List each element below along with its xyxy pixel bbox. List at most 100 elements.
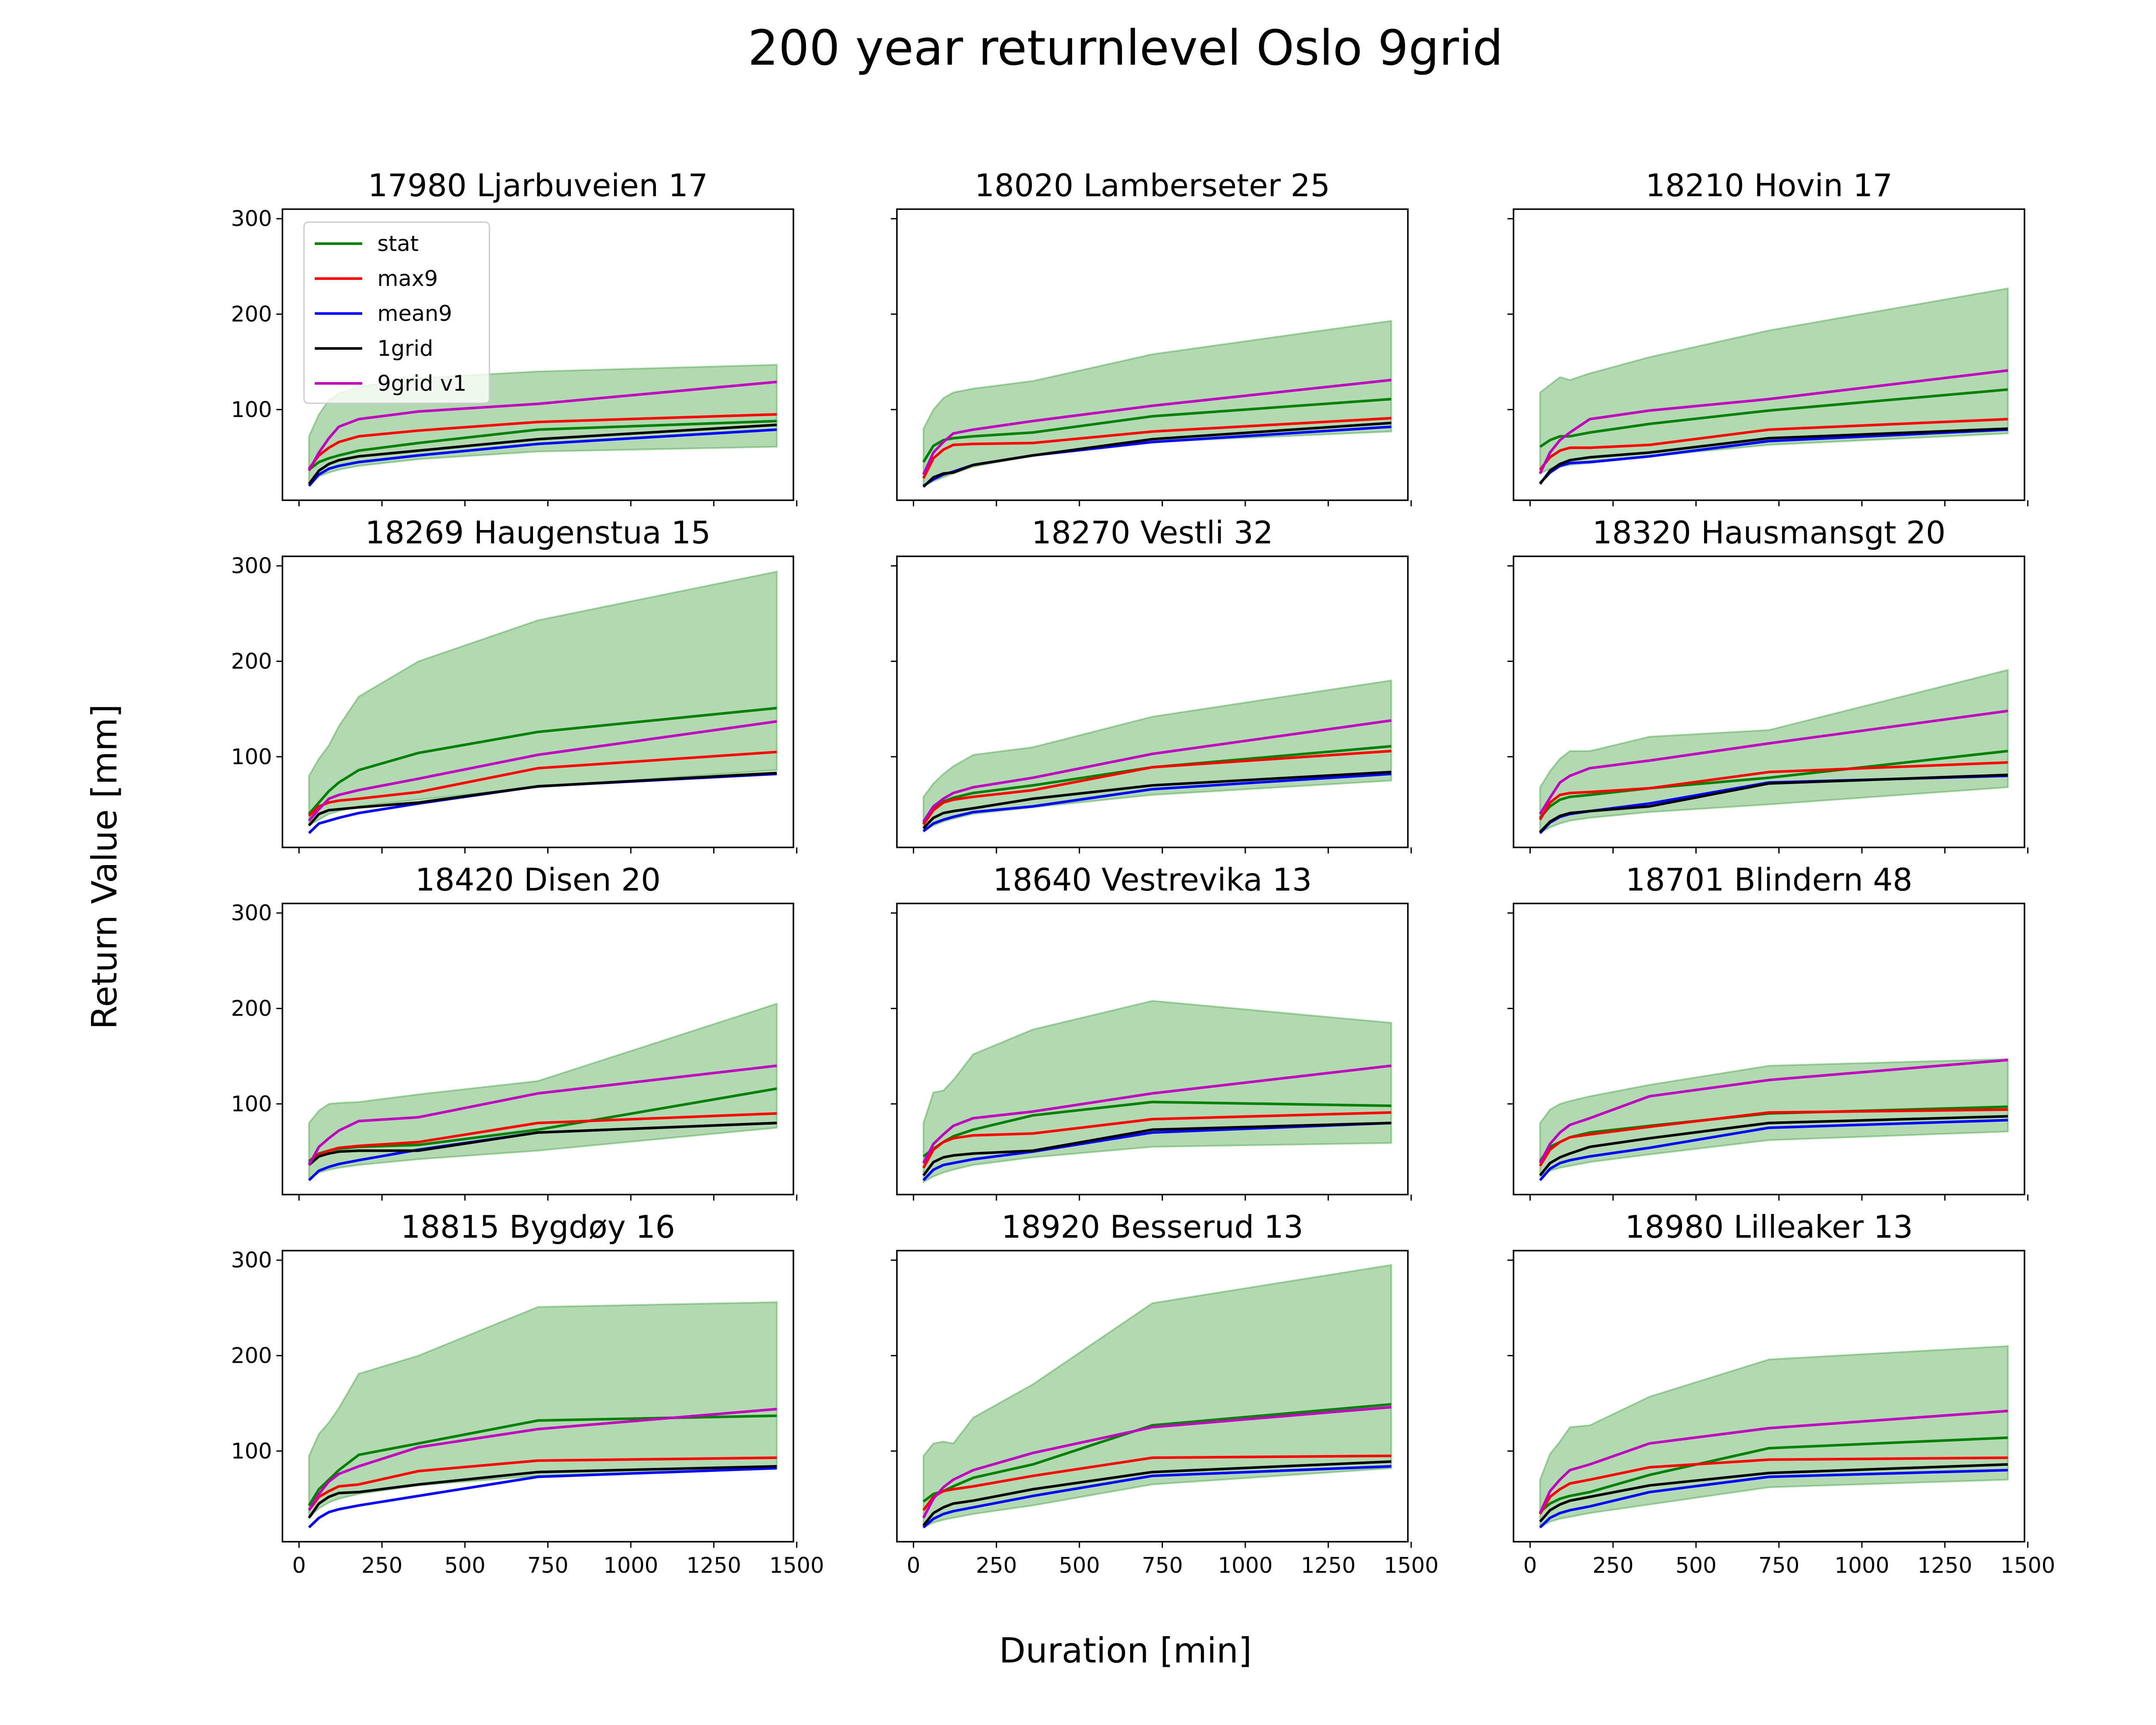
confidence-band — [1539, 668, 2009, 835]
subplot-title: 18701 Blindern 48 — [1626, 862, 1912, 898]
y-tick-label: 200 — [231, 1343, 272, 1368]
series-line-max9 — [1539, 761, 2008, 821]
axes-frame — [1513, 1250, 2025, 1543]
x-tick-label: 250 — [976, 1553, 1017, 1578]
x-tick-label: 1000 — [603, 1553, 658, 1578]
series-line-9grid-v1 — [1539, 1409, 2008, 1514]
series-line-9grid-v1 — [922, 1064, 1391, 1164]
confidence-band — [922, 1264, 1392, 1529]
y-tick-label: 300 — [231, 900, 272, 925]
series-line-mean9 — [922, 1465, 1391, 1529]
series-line-9grid-v1 — [922, 379, 1391, 475]
figure-title: 200 year returnlevel Oslo 9grid — [748, 20, 1503, 76]
legend-box — [303, 221, 490, 404]
series-line-1grid — [922, 1460, 1391, 1527]
legend-label: 9grid v1 — [377, 371, 467, 396]
y-tick-label: 200 — [231, 996, 272, 1021]
x-tick-label: 0 — [292, 1553, 306, 1578]
series-line-9grid-v1 — [922, 719, 1391, 822]
series-line-9grid-v1 — [1539, 1058, 2008, 1164]
subplot-10: 100 200 300 0 250 500 750 1000 1250 1500 18815 Byg… — [231, 1209, 824, 1578]
subplot-title: 18980 Lilleaker 13 — [1625, 1209, 1913, 1245]
subplot-8: 18640 Vestrevika 13 — [891, 862, 1412, 1201]
legend-label: mean9 — [377, 301, 452, 326]
confidence-band — [308, 1002, 778, 1180]
series-line-9grid-v1 — [1539, 369, 2008, 474]
y-tick-label: 200 — [231, 301, 272, 326]
axes-frame — [896, 555, 1409, 848]
x-tick-label: 0 — [907, 1553, 921, 1578]
series-line-max9 — [1539, 417, 2008, 471]
x-tick-label: 1500 — [1384, 1553, 1438, 1578]
x-tick-label: 1500 — [769, 1553, 824, 1578]
series-line-1grid — [922, 771, 1391, 829]
subplot-6: 18320 Hausmansgt 20 — [1507, 514, 2029, 853]
series-line-1grid — [308, 1465, 777, 1519]
series-line-stat — [922, 398, 1391, 463]
series-line-mean9 — [1539, 1469, 2008, 1528]
subplot-11: 0 250 500 750 1000 1250 1500 18920 Besserud 13 — [891, 1209, 1438, 1578]
axes-frame — [282, 903, 794, 1195]
x-tick-label: 1000 — [1218, 1553, 1272, 1578]
series-line-stat — [1539, 1436, 2008, 1513]
legend-label: stat — [377, 231, 419, 256]
series-line-max9 — [1539, 1456, 2008, 1515]
subplot-title: 17980 Ljarbuveien 17 — [368, 167, 708, 204]
series-line-stat — [308, 1414, 777, 1506]
series-line-max9 — [922, 417, 1391, 479]
x-tick-label: 1250 — [1301, 1553, 1356, 1578]
series-line-1grid — [308, 772, 777, 827]
x-tick-label: 250 — [1592, 1553, 1633, 1578]
subplot-title: 18640 Vestrevika 13 — [993, 862, 1312, 898]
series-line-max9 — [922, 1111, 1391, 1169]
series-line-max9 — [308, 413, 777, 470]
subplots-grid: 100 200 300 17980 Ljarbuveien 17 stat max9 mea… — [231, 167, 2056, 1578]
subplot-title: 18270 Vestli 32 — [1031, 514, 1273, 551]
axes-frame — [896, 903, 1409, 1195]
series-line-mean9 — [922, 772, 1391, 832]
x-tick-label: 250 — [361, 1553, 402, 1578]
series-line-mean9 — [1539, 1119, 2008, 1181]
x-axis-label: Duration [min] — [999, 1631, 1252, 1671]
x-tick-label: 1000 — [1834, 1553, 1889, 1578]
series-line-stat — [308, 420, 777, 471]
axes-frame — [282, 1250, 794, 1543]
subplot-title: 18320 Hausmansgt 20 — [1592, 514, 1946, 551]
x-tick-label: 0 — [1523, 1553, 1537, 1578]
x-tick-label: 750 — [527, 1553, 568, 1578]
y-tick-label: 100 — [231, 397, 272, 422]
x-tick-label: 1250 — [1918, 1553, 1972, 1578]
x-tick-label: 750 — [1758, 1553, 1799, 1578]
series-line-1grid — [922, 421, 1391, 488]
axes-frame — [1513, 555, 2025, 848]
series-line-9grid-v1 — [1539, 709, 2008, 815]
subplot-2: 18020 Lamberseter 25 — [891, 167, 1412, 506]
series-line-1grid — [1539, 1463, 2008, 1523]
series-line-1grid — [1539, 773, 2008, 833]
series-line-1grid — [922, 1122, 1391, 1176]
y-tick-label: 100 — [231, 744, 272, 769]
series-line-1grid — [308, 423, 777, 485]
confidence-band — [308, 570, 778, 827]
subplot-9: 18701 Blindern 48 — [1507, 862, 2029, 1201]
y-axis-label: Return Value [mm] — [85, 704, 125, 1029]
subplot-3: 18210 Hovin 17 — [1507, 167, 2029, 506]
series-line-1grid — [1539, 427, 2008, 485]
confidence-band — [922, 1000, 1392, 1184]
x-tick-label: 1250 — [686, 1553, 741, 1578]
axes-frame — [1513, 208, 2025, 501]
series-line-9grid-v1 — [922, 1405, 1391, 1519]
y-tick-label: 300 — [231, 1248, 272, 1273]
axes-frame — [282, 208, 794, 501]
subplot-1: 100 200 300 17980 Ljarbuveien 17 stat max9 mea… — [231, 167, 798, 506]
subplot-5: 18270 Vestli 32 — [891, 514, 1412, 853]
series-line-stat — [1539, 388, 2008, 448]
subplot-title: 18815 Bygdøy 16 — [401, 1209, 675, 1245]
subplot-title: 18210 Hovin 17 — [1645, 167, 1893, 204]
axes-frame — [282, 555, 794, 848]
legend: stat max9 mean9 1grid 9grid v1 — [303, 221, 490, 404]
subplot-title: 18020 Lamberseter 25 — [975, 167, 1330, 204]
axes-frame — [1513, 903, 2025, 1195]
series-line-mean9 — [308, 1467, 777, 1528]
